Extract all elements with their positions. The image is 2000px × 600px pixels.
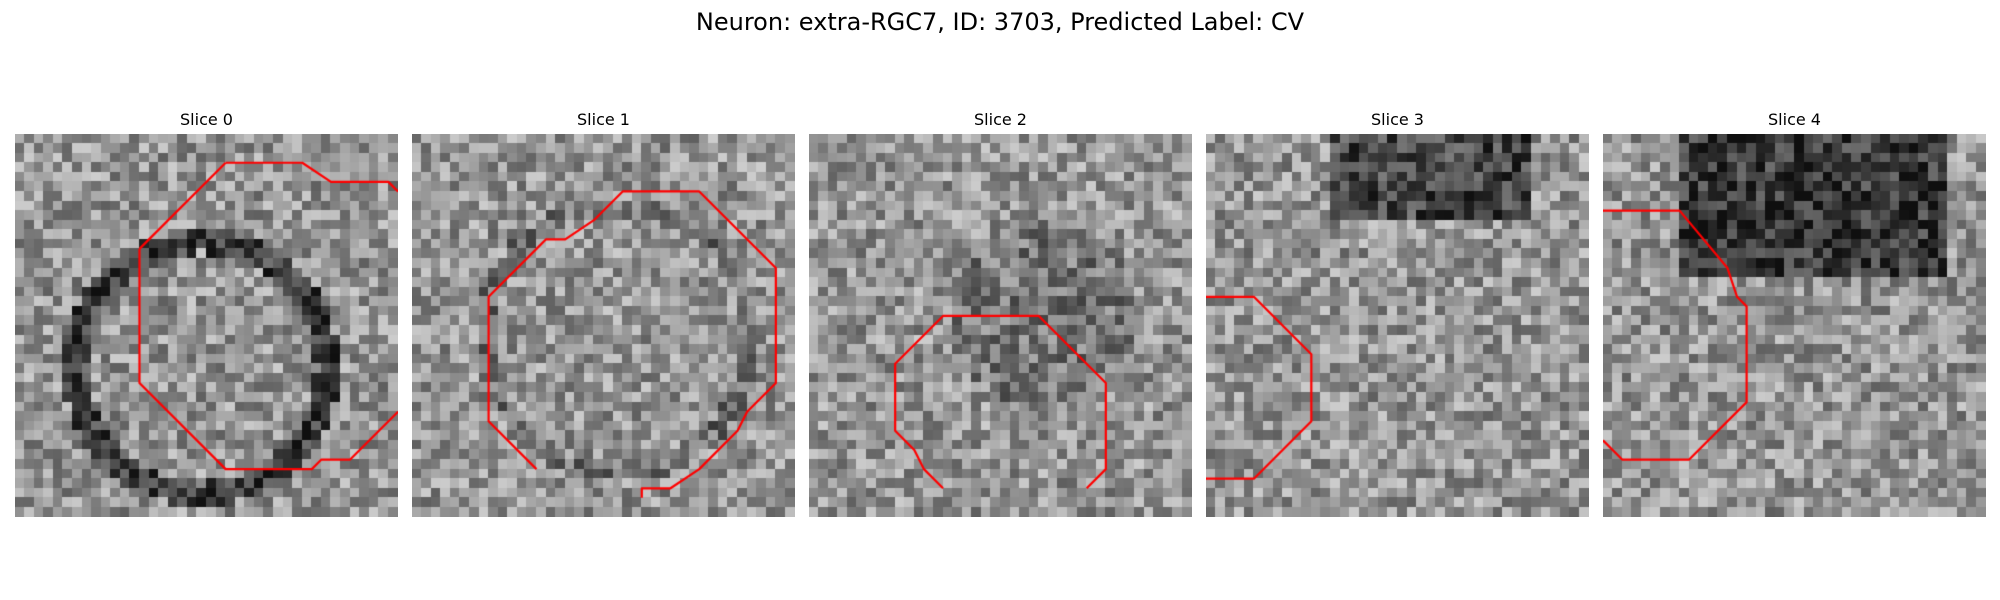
slice-title-3: Slice 3 [1371, 110, 1424, 129]
slice-title-4: Slice 4 [1768, 110, 1821, 129]
slice-panel-4: Slice 4 [1603, 110, 1986, 517]
slice-title-2: Slice 2 [974, 110, 1027, 129]
slice-panel-0: Slice 0 [15, 110, 398, 517]
slice-panel-1: Slice 1 [412, 110, 795, 517]
slice-title-0: Slice 0 [180, 110, 233, 129]
slice-image-1 [412, 134, 795, 517]
slice-image-0 [15, 134, 398, 517]
slice-title-1: Slice 1 [577, 110, 630, 129]
slice-panel-3: Slice 3 [1206, 110, 1589, 517]
slice-image-2 [809, 134, 1192, 517]
figure-title: Neuron: extra-RGC7, ID: 3703, Predicted … [695, 8, 1305, 36]
slice-panel-2: Slice 2 [809, 110, 1192, 517]
slice-image-3 [1206, 134, 1589, 517]
slice-image-4 [1603, 134, 1986, 517]
